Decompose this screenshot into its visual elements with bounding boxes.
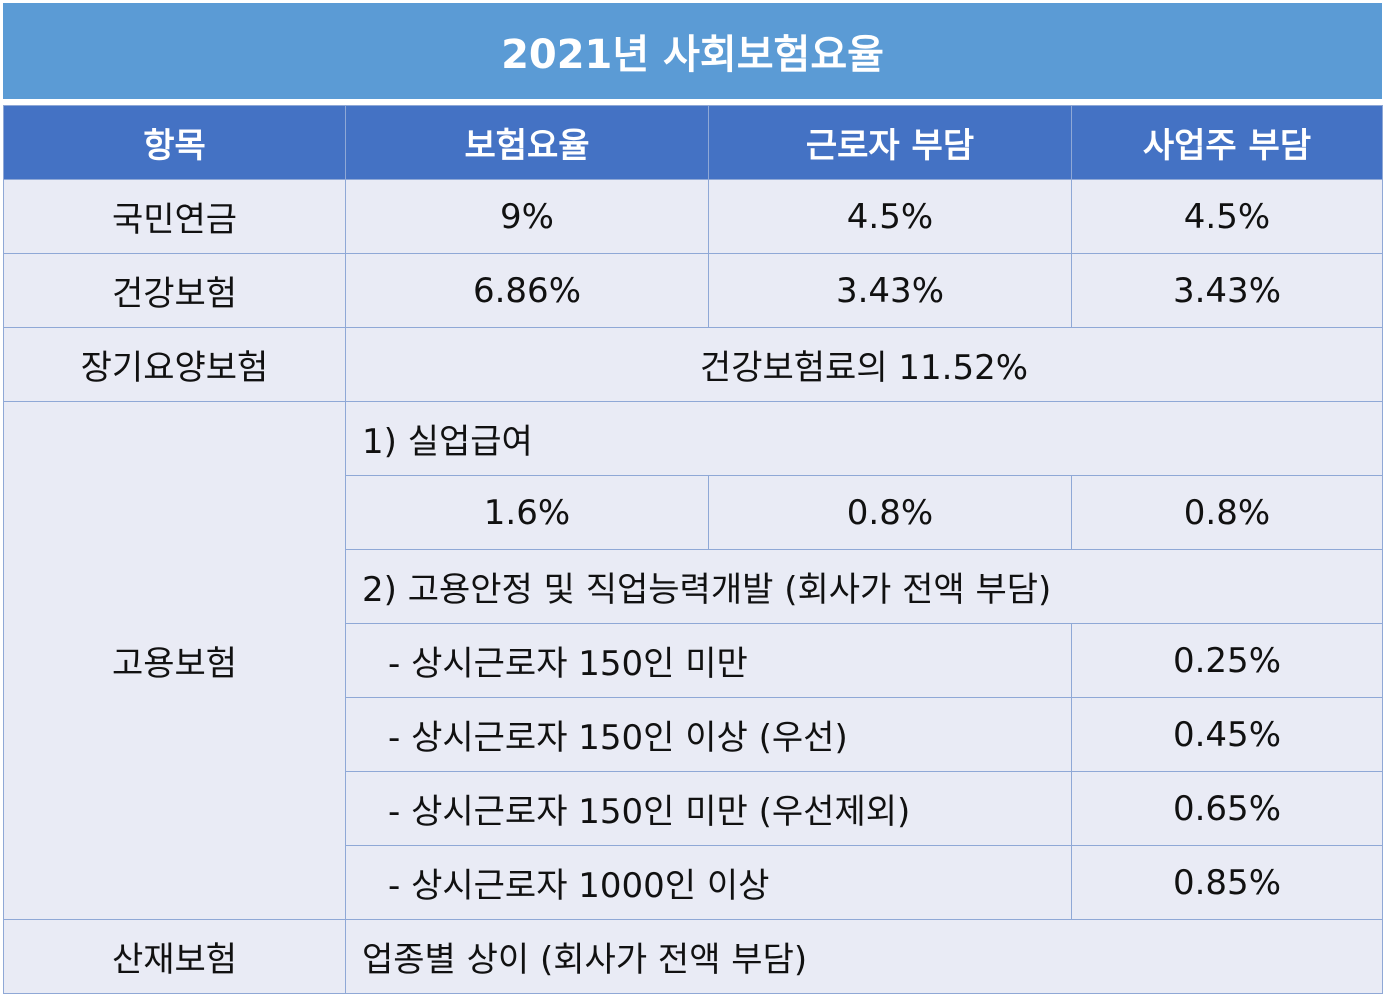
row-label-industrial-accident: 산재보험 bbox=[3, 919, 346, 994]
row-label-long-term-care: 장기요양보험 bbox=[3, 327, 346, 402]
table-row: 산재보험 업종별 상이 (회사가 전액 부담) bbox=[3, 919, 1383, 994]
stability-row-rate: 0.65% bbox=[1071, 771, 1383, 846]
table-row: - 상시근로자 150인 미만 0.25% bbox=[4, 623, 1383, 698]
table-row: 장기요양보험 건강보험료의 11.52% bbox=[3, 327, 1383, 402]
header-rate: 보험요율 bbox=[345, 105, 709, 180]
stability-row-label: - 상시근로자 1000인 이상 bbox=[345, 845, 1072, 920]
table-row: - 상시근로자 150인 미만 (우선제외) 0.65% bbox=[4, 771, 1383, 846]
insurance-rate-table: 항목 보험요율 근로자 부담 사업주 부담 국민연금 9% 4.5% 4.5% … bbox=[3, 105, 1383, 994]
table-row: 국민연금 9% 4.5% 4.5% bbox=[3, 179, 1383, 254]
national-pension-employer: 4.5% bbox=[1071, 179, 1383, 254]
table-row: - 상시근로자 150인 이상 (우선) 0.45% bbox=[4, 697, 1383, 772]
table-row: 1.6% 0.8% 0.8% bbox=[4, 475, 1383, 550]
stability-row-label: - 상시근로자 150인 미만 bbox=[345, 623, 1072, 698]
header-row: 항목 보험요율 근로자 부담 사업주 부담 bbox=[3, 105, 1383, 180]
table-row: - 상시근로자 1000인 이상 0.85% bbox=[4, 845, 1383, 920]
stability-row-rate: 0.25% bbox=[1071, 623, 1383, 698]
header-worker-share: 근로자 부담 bbox=[708, 105, 1072, 180]
table-row: 고용보험 1) 실업급여 bbox=[3, 401, 1383, 920]
stability-row-rate: 0.45% bbox=[1071, 697, 1383, 772]
unemployment-title: 1) 실업급여 bbox=[345, 401, 1383, 476]
health-insurance-rate: 6.86% bbox=[345, 253, 709, 328]
stability-row-rate: 0.85% bbox=[1071, 845, 1383, 920]
row-label-national-pension: 국민연금 bbox=[3, 179, 346, 254]
unemployment-worker: 0.8% bbox=[708, 475, 1072, 550]
national-pension-rate: 9% bbox=[345, 179, 709, 254]
table-row: 건강보험 6.86% 3.43% 3.43% bbox=[3, 253, 1383, 328]
long-term-care-note: 건강보험료의 11.52% bbox=[345, 327, 1383, 402]
header-item: 항목 bbox=[3, 105, 346, 180]
unemployment-rate: 1.6% bbox=[345, 475, 709, 550]
row-label-employment-insurance: 고용보험 bbox=[3, 401, 346, 920]
health-insurance-worker: 3.43% bbox=[708, 253, 1072, 328]
national-pension-worker: 4.5% bbox=[708, 179, 1072, 254]
row-label-health-insurance: 건강보험 bbox=[3, 253, 346, 328]
table-title: 2021년 사회보험요율 bbox=[3, 3, 1382, 99]
stability-row-label: - 상시근로자 150인 미만 (우선제외) bbox=[345, 771, 1072, 846]
industrial-accident-note: 업종별 상이 (회사가 전액 부담) bbox=[345, 919, 1383, 994]
header-employer-share: 사업주 부담 bbox=[1071, 105, 1383, 180]
table-row: 2) 고용안정 및 직업능력개발 (회사가 전액 부담) bbox=[4, 549, 1383, 624]
stability-row-label: - 상시근로자 150인 이상 (우선) bbox=[345, 697, 1072, 772]
stability-title: 2) 고용안정 및 직업능력개발 (회사가 전액 부담) bbox=[345, 549, 1383, 624]
health-insurance-employer: 3.43% bbox=[1071, 253, 1383, 328]
unemployment-employer: 0.8% bbox=[1071, 475, 1383, 550]
